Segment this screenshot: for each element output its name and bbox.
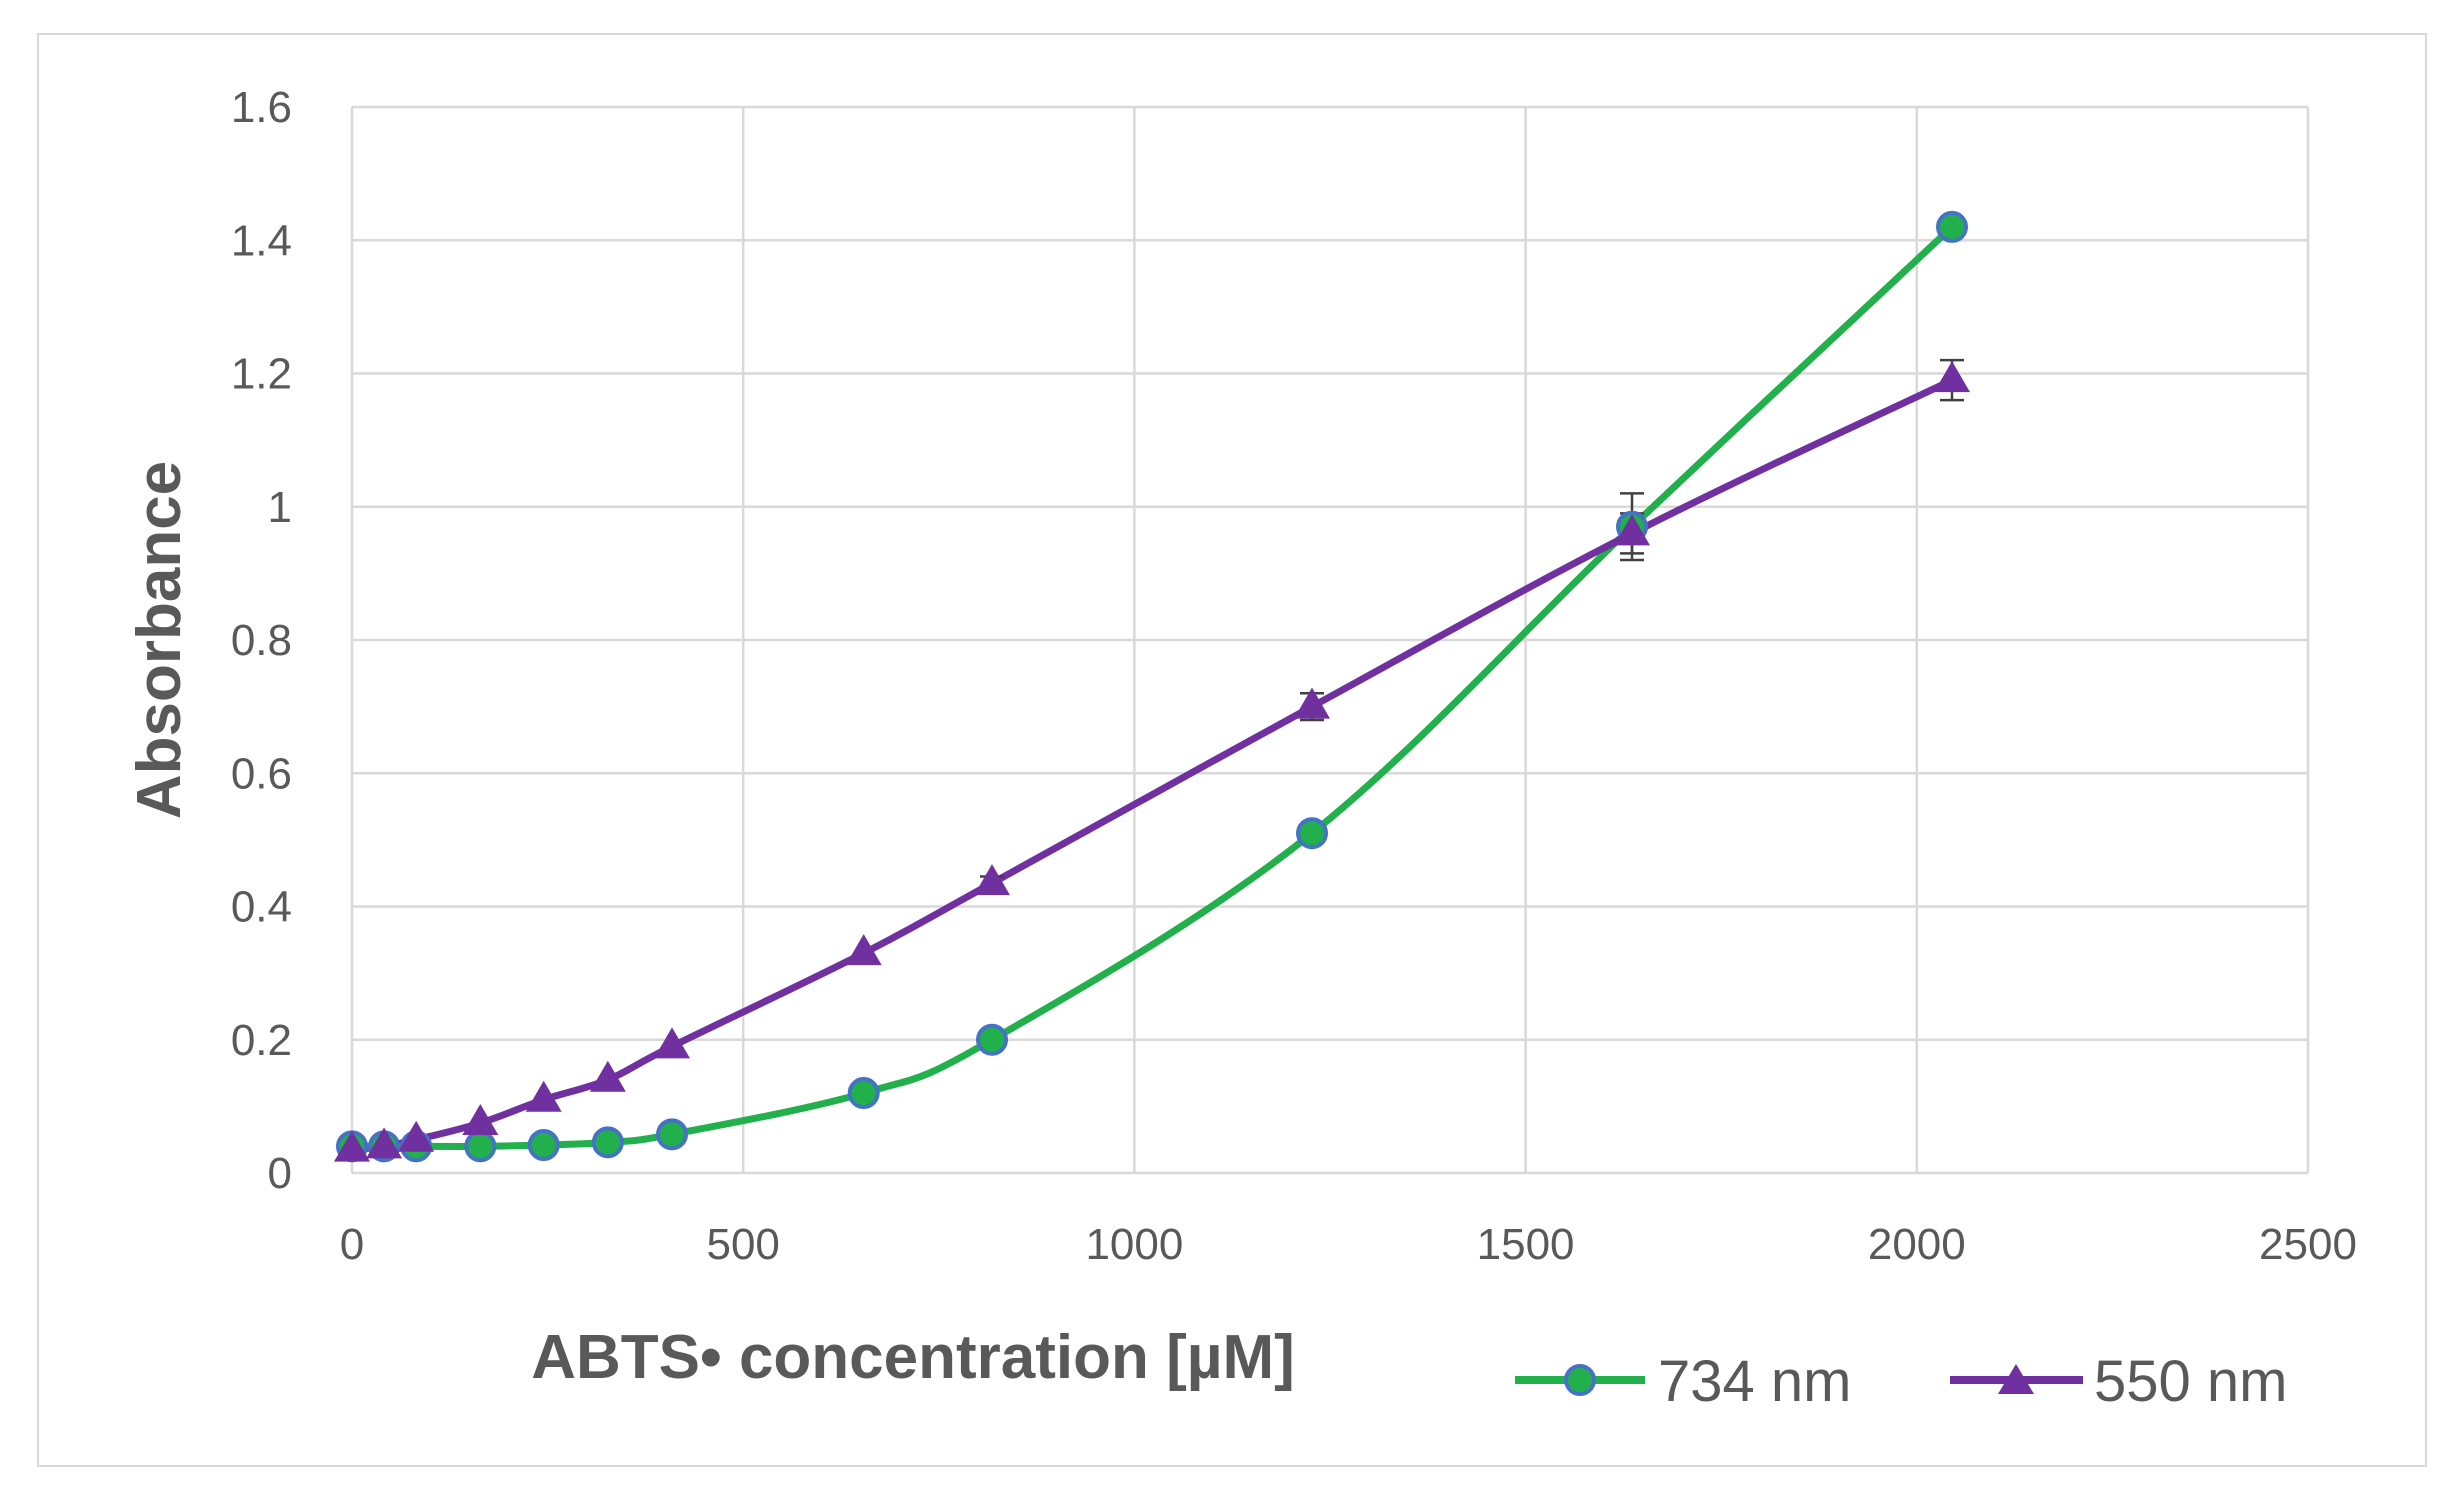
y-tick-label: 1	[268, 483, 292, 532]
tick-labels: 0 0.2 0.4 0.6 0.8 1 1.2 1.4 1.6 0 500 1000 1500 2000 2…	[231, 83, 2357, 1269]
y-tick-label: 0.2	[231, 1016, 292, 1065]
series-1-point	[462, 1104, 499, 1136]
y-tick-label: 1.2	[231, 350, 292, 399]
series-1-point	[334, 1130, 370, 1162]
series-1-point	[366, 1127, 403, 1159]
series-0-point	[976, 1023, 1009, 1056]
y-tick-label: 1.4	[231, 216, 292, 265]
series-0-point	[1936, 210, 1969, 243]
series-0-point	[591, 1126, 624, 1159]
y-tick-label: 0.4	[231, 883, 292, 932]
x-axis-title: ABTS• concentration [µM]	[531, 1323, 1295, 1392]
series-1-point	[974, 864, 1011, 896]
x-tick-label: 1000	[1085, 1220, 1183, 1269]
x-tick-label: 2500	[2259, 1220, 2357, 1269]
series-1-point	[1614, 514, 1651, 546]
legend: 734 nm 550 nm	[1515, 1349, 2287, 1414]
y-tick-label: 1.6	[231, 83, 292, 132]
series-lines	[351, 224, 1955, 1154]
series-1-point	[525, 1080, 562, 1112]
series-1-point	[1294, 687, 1331, 719]
series-line-1	[351, 377, 1954, 1154]
x-tick-label: 1500	[1477, 1220, 1575, 1269]
series-0-point	[1296, 817, 1329, 850]
series-1-point	[398, 1120, 435, 1152]
series-0-point	[464, 1130, 497, 1163]
legend-label-550: 550 nm	[2094, 1349, 2287, 1414]
series-1-point	[1934, 361, 1971, 393]
x-tick-label: 500	[706, 1220, 779, 1269]
axes	[350, 107, 2308, 1175]
series-0-point	[847, 1077, 880, 1110]
series-1-point	[654, 1027, 691, 1059]
y-tick-label: 0.8	[231, 616, 292, 665]
x-tick-label: 0	[340, 1220, 364, 1269]
series-1-point	[589, 1060, 626, 1092]
y-axis-title: Absorbance	[125, 461, 194, 819]
series-line-0	[352, 224, 1955, 1150]
series-1-point	[845, 934, 882, 966]
series-0-point	[656, 1118, 689, 1151]
series-markers	[334, 210, 1971, 1163]
legend-label-734: 734 nm	[1658, 1349, 1851, 1414]
legend-item-734: 734 nm	[1515, 1349, 1851, 1414]
y-tick-label: 0	[268, 1149, 292, 1198]
legend-item-550: 550 nm	[1950, 1349, 2287, 1414]
gridlines	[352, 105, 2310, 1173]
x-tick-label: 2000	[1868, 1220, 1966, 1269]
legend-marker-734	[1564, 1364, 1596, 1396]
legend-marker-550	[1998, 1364, 2034, 1394]
y-tick-label: 0.6	[231, 749, 292, 798]
series-0-point	[527, 1129, 560, 1162]
